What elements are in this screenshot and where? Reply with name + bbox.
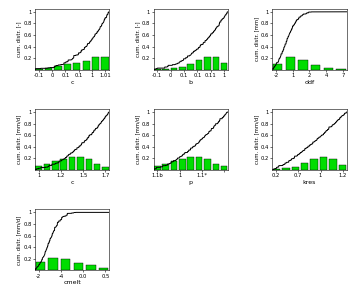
Bar (54, 66, 62, 70)
Y-axis label: cum. distr. [-]: cum. distr. [-] (135, 21, 140, 57)
Bar (196, 60, 202, 70)
Bar (48, 257, 58, 270)
Bar (204, 159, 211, 170)
Bar (282, 168, 289, 170)
X-axis label: b: b (189, 80, 193, 85)
Bar (154, 166, 161, 170)
Bar (73, 63, 80, 70)
X-axis label: kres: kres (303, 180, 316, 185)
Bar (61, 259, 70, 270)
Bar (196, 157, 202, 170)
X-axis label: p: p (189, 180, 193, 185)
Bar (83, 61, 90, 70)
Y-axis label: cum. distr. [mm]: cum. distr. [mm] (254, 17, 259, 61)
Bar (292, 167, 299, 170)
Bar (311, 65, 320, 70)
Bar (212, 164, 219, 170)
Bar (310, 159, 318, 170)
Bar (35, 166, 42, 170)
Bar (64, 64, 71, 70)
Bar (339, 165, 346, 170)
Y-axis label: cum. distr. [mm/d]: cum. distr. [mm/d] (135, 115, 140, 164)
Y-axis label: cum. distr. [mm/d]: cum. distr. [mm/d] (17, 215, 22, 265)
X-axis label: ddf: ddf (304, 80, 315, 85)
Bar (74, 263, 83, 270)
Bar (86, 266, 96, 270)
Bar (299, 59, 308, 70)
Bar (69, 157, 75, 170)
Bar (52, 162, 58, 170)
Bar (99, 268, 108, 270)
Bar (171, 162, 177, 170)
Y-axis label: cum. distr. [mm/d]: cum. distr. [mm/d] (17, 115, 22, 164)
Bar (102, 167, 109, 170)
Bar (92, 57, 99, 70)
Bar (162, 164, 169, 170)
Bar (179, 67, 186, 70)
Bar (212, 57, 219, 70)
Bar (320, 157, 327, 170)
Y-axis label: cum. distr. [mm/d]: cum. distr. [mm/d] (254, 115, 259, 164)
X-axis label: c: c (70, 80, 74, 85)
Bar (273, 64, 282, 70)
Bar (171, 68, 177, 70)
X-axis label: cmelt: cmelt (63, 280, 81, 285)
Bar (45, 68, 52, 70)
Bar (336, 69, 346, 70)
Bar (188, 157, 194, 170)
Bar (221, 63, 228, 70)
Bar (61, 159, 67, 170)
Bar (94, 164, 100, 170)
Bar (329, 159, 337, 170)
Bar (301, 163, 308, 170)
Bar (162, 69, 169, 70)
Bar (77, 157, 84, 170)
Bar (44, 164, 50, 170)
Bar (102, 57, 109, 70)
Bar (154, 69, 161, 70)
Bar (286, 57, 295, 70)
Bar (204, 57, 211, 70)
Bar (85, 159, 92, 170)
Bar (324, 68, 333, 70)
Bar (221, 166, 228, 170)
Bar (35, 69, 43, 70)
X-axis label: c: c (70, 180, 74, 185)
Bar (188, 64, 194, 70)
Bar (36, 262, 45, 270)
Y-axis label: cum. distr. [-]: cum. distr. [-] (17, 21, 22, 57)
Bar (179, 159, 186, 170)
Bar (273, 169, 280, 170)
